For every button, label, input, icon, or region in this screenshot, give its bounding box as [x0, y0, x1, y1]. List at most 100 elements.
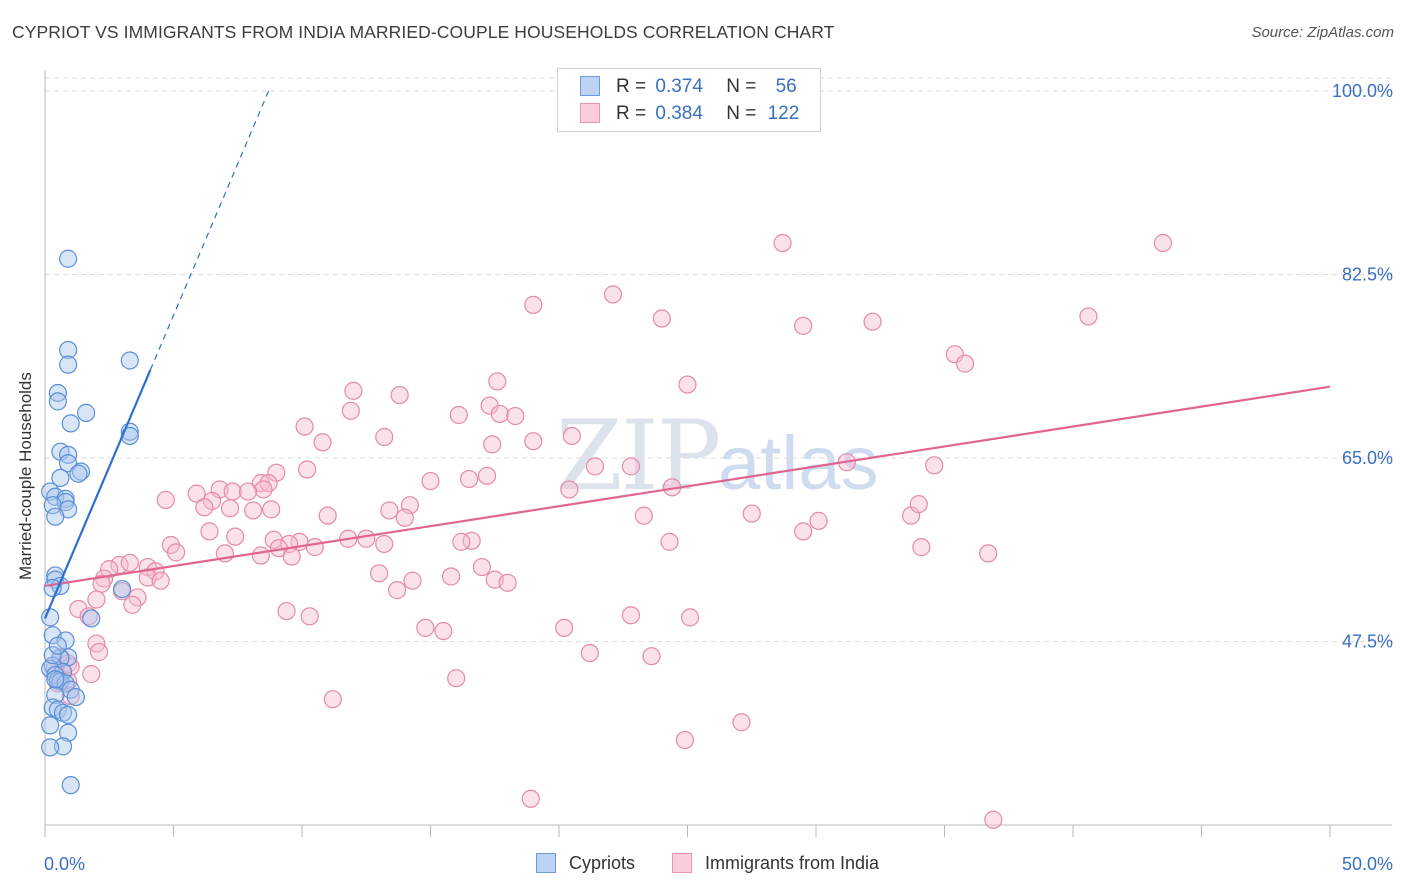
- data-point-india: [483, 435, 502, 454]
- data-point-india: [390, 385, 409, 405]
- data-point-cypriots: [41, 716, 60, 735]
- data-point-cypriots: [59, 340, 78, 360]
- legend-swatch-pink: [672, 853, 692, 873]
- data-point-india: [909, 495, 928, 514]
- data-point-india: [434, 621, 453, 641]
- data-point-india: [1153, 233, 1173, 253]
- trend-line-india: [44, 385, 1331, 588]
- data-point-india: [262, 500, 281, 519]
- data-point-india: [1079, 307, 1098, 326]
- data-point-india: [555, 618, 574, 637]
- data-point-cypriots: [53, 737, 73, 756]
- source-label: Source: ZipAtlas.com: [1251, 24, 1394, 41]
- data-point-india: [200, 522, 219, 541]
- data-point-india: [123, 595, 142, 614]
- data-point-india: [244, 501, 263, 520]
- data-point-india: [166, 543, 186, 562]
- legend-label-cypriots: Cypriots: [569, 853, 636, 873]
- data-point-india: [863, 312, 882, 331]
- data-point-india: [156, 490, 175, 510]
- data-point-india: [79, 607, 98, 626]
- data-point-india: [652, 309, 671, 328]
- data-point-india: [498, 573, 517, 592]
- data-point-india: [254, 480, 273, 499]
- data-point-india: [395, 508, 414, 527]
- data-point-india: [660, 532, 679, 551]
- r-label: R =: [616, 103, 647, 124]
- data-point-india: [449, 405, 468, 425]
- x-tick-label-max: 50.0%: [1342, 854, 1393, 874]
- data-point-india: [488, 372, 507, 391]
- legend-stats-india: R = 0.384 N = 122: [616, 103, 799, 125]
- data-point-india: [220, 499, 240, 518]
- data-point-india: [490, 404, 509, 424]
- trend-line-cypriots: [43, 369, 152, 619]
- data-point-cypriots: [77, 403, 96, 422]
- data-point-india: [380, 501, 399, 520]
- data-point-india: [387, 581, 407, 600]
- data-point-india: [187, 484, 206, 503]
- data-point-india: [634, 506, 653, 525]
- data-point-india: [459, 469, 479, 489]
- data-point-india: [357, 529, 376, 548]
- data-point-india: [521, 789, 540, 808]
- data-point-india: [421, 471, 440, 491]
- data-point-india: [732, 713, 751, 732]
- data-point-india: [282, 547, 301, 566]
- data-point-india: [477, 466, 497, 485]
- data-point-india: [560, 480, 579, 499]
- y-tick-label: 100.0%: [1332, 81, 1393, 101]
- correlation-legend: R = 0.374 N = 56 R = 0.384 N = 122: [557, 68, 821, 132]
- n-value: 56: [775, 76, 797, 97]
- data-point-cypriots: [48, 700, 67, 719]
- trend-lines: [43, 90, 1331, 619]
- data-point-cypriots: [46, 670, 65, 689]
- data-point-cypriots: [41, 608, 60, 627]
- data-point-india: [416, 618, 435, 637]
- data-point-india: [675, 730, 695, 750]
- n-label: N =: [726, 103, 757, 124]
- legend-swatch-pink: [580, 103, 600, 123]
- data-point-cypriots: [69, 464, 88, 483]
- trend-line-cypriots-extension: [149, 90, 270, 371]
- legend-stats-cypriots: R = 0.374 N = 56: [616, 76, 797, 98]
- data-point-india: [341, 401, 360, 420]
- data-point-india: [120, 553, 139, 572]
- data-point-cypriots: [59, 249, 78, 268]
- data-point-india: [603, 285, 623, 304]
- data-point-india: [621, 606, 641, 625]
- data-point-india: [323, 690, 342, 709]
- data-point-india: [251, 546, 270, 565]
- data-point-india: [621, 457, 641, 476]
- data-point-cypriots: [59, 355, 78, 374]
- data-point-cypriots: [71, 462, 91, 481]
- legend-label-india: Immigrants from India: [705, 853, 880, 873]
- data-point-india: [403, 571, 422, 590]
- data-point-india: [585, 457, 605, 476]
- data-point-india: [680, 608, 700, 627]
- data-point-india: [89, 642, 109, 662]
- data-point-india: [195, 498, 214, 517]
- data-point-india: [794, 522, 813, 541]
- data-point-cypriots: [48, 636, 67, 655]
- data-point-india: [580, 643, 599, 663]
- data-point-india: [223, 482, 242, 501]
- data-point-india: [87, 590, 106, 609]
- data-point-cypriots: [48, 392, 67, 411]
- data-point-india: [441, 567, 461, 586]
- r-label: R =: [616, 76, 647, 97]
- data-point-india: [375, 427, 394, 447]
- data-point-india: [925, 456, 944, 475]
- data-point-india: [277, 601, 296, 621]
- n-label: N =: [726, 76, 757, 97]
- data-point-india: [912, 538, 931, 557]
- y-tick-label: 65.0%: [1342, 448, 1393, 468]
- watermark-atlas: atlas: [718, 421, 879, 506]
- data-point-india: [298, 460, 317, 479]
- series-immigrants-from-india: [46, 233, 1173, 829]
- data-point-india: [452, 532, 471, 551]
- data-point-india: [295, 417, 314, 436]
- data-point-cypriots: [51, 468, 70, 488]
- data-point-india: [955, 354, 975, 373]
